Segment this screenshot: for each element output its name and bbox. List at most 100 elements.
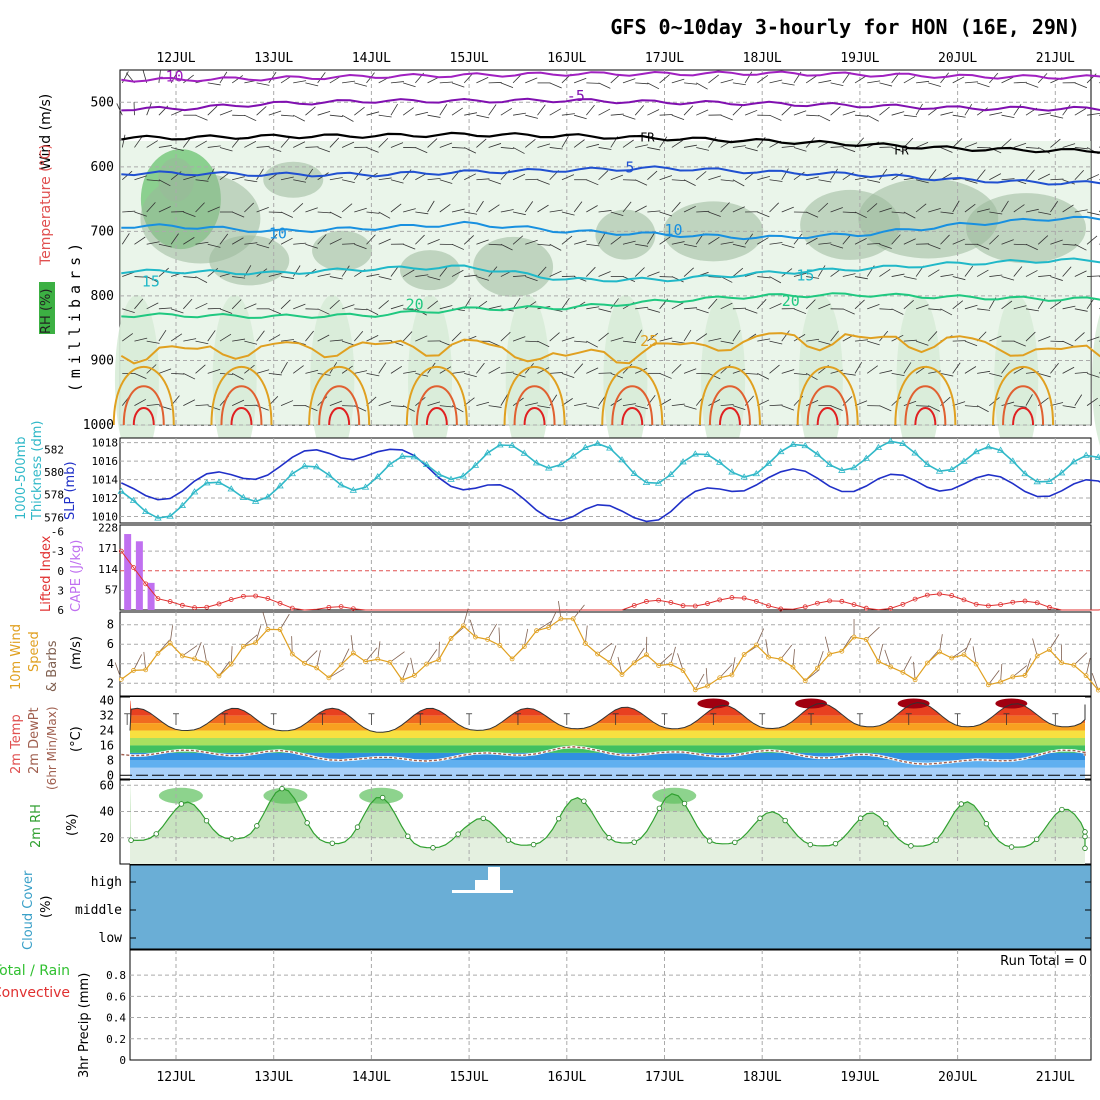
wind-barb <box>720 114 733 121</box>
wind-barb <box>781 106 792 116</box>
thickness-marker <box>935 467 944 474</box>
wind-barb <box>1001 276 1015 281</box>
wind-barb <box>708 236 720 245</box>
wind-barb <box>1013 340 1026 347</box>
bottom-date-label: 17JUL <box>645 1070 684 1085</box>
wind-barb <box>488 366 501 374</box>
wind-barb <box>134 236 146 245</box>
wind-barb <box>818 80 832 84</box>
wind-barb <box>610 211 624 216</box>
wind-barb <box>1013 142 1027 148</box>
wind-barb <box>293 80 307 84</box>
thickness-marker <box>227 485 235 492</box>
wind-barb <box>671 179 685 182</box>
wind-barb <box>378 362 387 374</box>
wind-barb <box>549 147 563 150</box>
wind-barbs <box>116 69 1100 413</box>
wind-barb <box>219 147 233 152</box>
pressure-tick-label: 500 <box>91 95 114 110</box>
wind-barb <box>451 269 464 277</box>
wind-barb <box>903 211 916 219</box>
wind-barb <box>451 371 465 374</box>
wind-barb <box>402 107 414 116</box>
wind-barb <box>903 276 917 280</box>
wind-barb <box>256 168 264 180</box>
cape-li-panel: -6 -3 0 3 6 228 171 114 57 Lifted Index CAPE (J/… <box>39 522 1100 617</box>
wind10m-speed-line <box>118 616 1100 693</box>
rh-marker <box>430 845 436 851</box>
wind-barb <box>866 365 878 374</box>
contour-label: -5 <box>567 87 585 105</box>
wind-barb <box>1062 405 1076 409</box>
wind-barb <box>403 82 416 88</box>
wind-barb <box>415 234 425 245</box>
wind-barb <box>769 276 782 284</box>
wind-barb <box>708 211 721 217</box>
wind-barb <box>476 239 489 245</box>
wind-barb <box>170 233 179 245</box>
thickness-marker <box>764 459 773 466</box>
wind-barb <box>683 82 698 85</box>
wind-barb <box>867 114 879 122</box>
li-marker <box>228 597 234 602</box>
temp-arch-25 <box>308 366 371 426</box>
wind-barb <box>989 335 1002 342</box>
rh-marker <box>228 836 235 842</box>
rh-column <box>212 294 257 465</box>
rh-column <box>896 294 941 465</box>
slp-label: SLP (mb) <box>63 461 78 520</box>
wind-barb <box>305 405 318 412</box>
wind-barb <box>683 243 697 248</box>
wind-barb <box>830 168 839 180</box>
wind-barb <box>512 336 526 342</box>
temp-top <box>130 697 1085 698</box>
wind-barb <box>659 236 671 245</box>
wind-barb <box>293 303 306 310</box>
wind-barb <box>488 179 502 185</box>
wind-barb <box>366 111 380 116</box>
wind10m-barb <box>469 619 476 638</box>
wind-barb <box>146 241 160 245</box>
wind-barb <box>317 211 331 214</box>
wind-barb <box>1025 243 1038 251</box>
wind-barb <box>317 147 331 153</box>
wind-barb <box>1013 405 1027 408</box>
wind-barb <box>500 107 513 116</box>
rh2m-unit: (%) <box>65 814 80 837</box>
rh-blob <box>158 157 194 202</box>
thickness-marker <box>948 465 956 472</box>
wind-barb <box>854 362 863 374</box>
wind-barb <box>683 205 696 213</box>
wind10m-tick: 2 <box>107 676 114 690</box>
wind10m-barb <box>988 670 1000 686</box>
wind-barb <box>342 179 355 184</box>
wind-barb <box>134 276 148 278</box>
cape-label: CAPE (J/kg) <box>69 540 84 612</box>
wind-barb <box>818 303 831 310</box>
wind-barb <box>195 114 208 121</box>
thickness-marker <box>300 462 309 469</box>
wind-barb <box>427 401 441 407</box>
wind-barb <box>561 372 575 378</box>
wind-barb <box>464 372 477 378</box>
wind-barb <box>1086 297 1095 310</box>
rh-marker <box>807 841 814 848</box>
wind-barb <box>512 297 521 310</box>
temp-arch-35 <box>132 407 155 426</box>
wind-barb <box>464 274 478 277</box>
wind10m-barb <box>114 662 122 680</box>
temp-arch-35 <box>230 407 253 426</box>
wind-barb <box>1001 178 1015 181</box>
wind-barb <box>525 301 537 310</box>
wind-barb <box>732 368 746 374</box>
wind10m-barb <box>1012 665 1028 678</box>
cloud-level-label: middle <box>75 903 122 918</box>
wind-barb <box>659 74 670 84</box>
wind-barb <box>232 276 246 279</box>
wind-barb <box>805 75 818 84</box>
wind-barb <box>476 178 490 181</box>
wind-barb <box>842 234 852 245</box>
wind-barb <box>793 233 803 245</box>
wind-barb <box>512 147 525 154</box>
wind-barb <box>305 207 318 213</box>
